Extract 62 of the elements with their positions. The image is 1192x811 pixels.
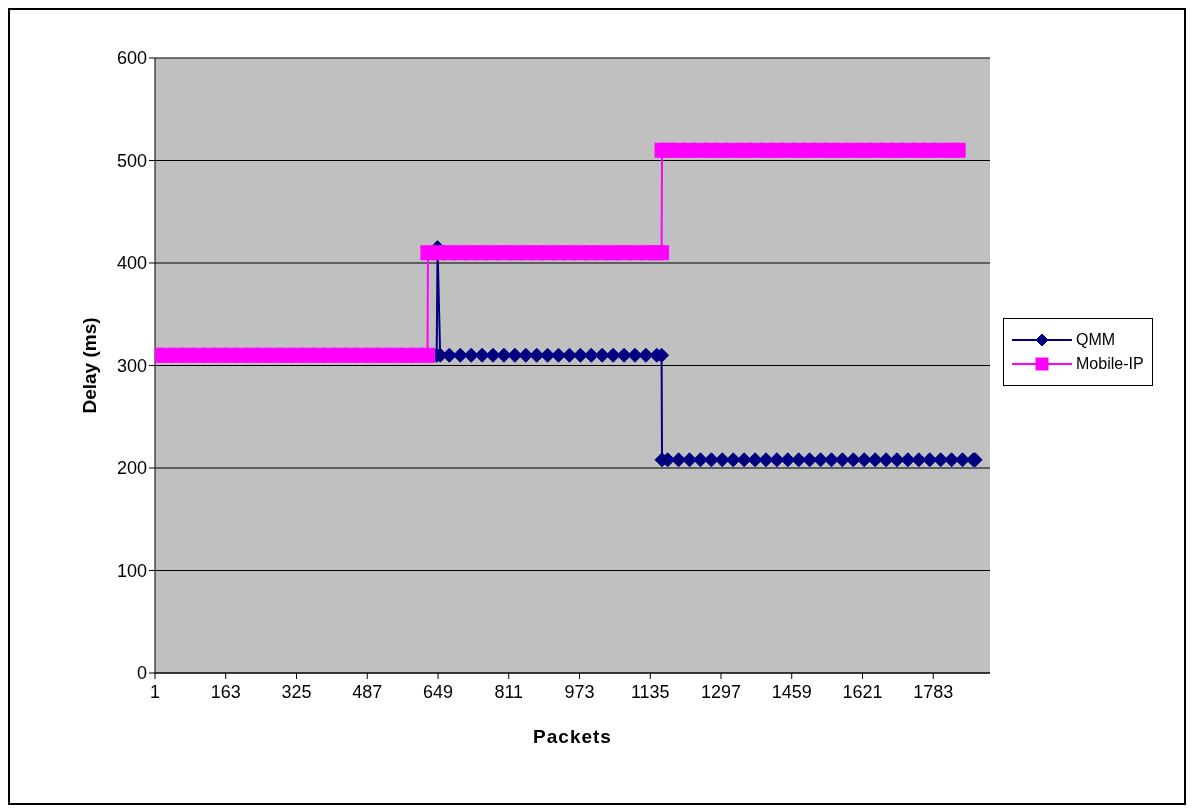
x-tick-label: 325 — [281, 681, 312, 702]
point — [845, 452, 861, 468]
point — [780, 452, 796, 468]
point — [627, 347, 643, 363]
y-tick-label: 300 — [116, 355, 147, 376]
point — [747, 452, 763, 468]
point — [889, 452, 905, 468]
point — [823, 452, 839, 468]
y-axis-title: Delay (ms) — [78, 317, 100, 414]
point — [791, 452, 807, 468]
point — [616, 347, 632, 363]
legend-label: QMM — [1076, 331, 1116, 349]
point — [867, 452, 883, 468]
point — [703, 452, 719, 468]
x-tick-label: 1621 — [842, 681, 883, 702]
point — [463, 347, 479, 363]
point — [900, 452, 916, 468]
point — [725, 452, 741, 468]
point — [911, 452, 927, 468]
point — [474, 347, 490, 363]
point — [769, 452, 785, 468]
point — [878, 452, 894, 468]
y-tick-label: 200 — [116, 458, 147, 479]
y-tick-label: 500 — [116, 150, 147, 171]
point — [529, 347, 545, 363]
point — [834, 452, 850, 468]
point — [605, 347, 621, 363]
point — [944, 452, 960, 468]
x-tick-label: 1 — [149, 681, 161, 702]
legend-label: Mobile-IP — [1076, 355, 1144, 373]
point — [856, 452, 872, 468]
x-axis-title: Packets — [533, 726, 612, 747]
x-tick-label: 811 — [494, 681, 524, 702]
point — [594, 347, 610, 363]
x-tick-label: 1297 — [700, 681, 742, 702]
point — [813, 452, 829, 468]
x-tick-label: 649 — [422, 681, 454, 702]
point — [922, 452, 938, 468]
point — [954, 452, 970, 468]
point — [507, 347, 523, 363]
x-tick-label: 487 — [352, 681, 383, 702]
point — [485, 347, 501, 363]
point — [714, 452, 730, 468]
point — [802, 452, 818, 468]
point — [736, 452, 752, 468]
x-tick-label: 163 — [210, 681, 241, 702]
point — [933, 452, 949, 468]
x-tick-label: 1135 — [630, 681, 670, 702]
point — [583, 347, 599, 363]
point — [692, 452, 708, 468]
point — [638, 347, 654, 363]
x-tick-label: 1459 — [771, 681, 812, 702]
y-tick-label: 0 — [136, 663, 147, 684]
point — [518, 347, 534, 363]
x-tick-label: 1783 — [913, 681, 954, 702]
point — [496, 347, 512, 363]
y-tick-label: 600 — [116, 48, 147, 69]
y-tick-label: 100 — [116, 560, 147, 581]
point — [758, 452, 774, 468]
y-tick-label: 400 — [116, 253, 147, 274]
x-tick-label: 973 — [564, 681, 595, 702]
point — [671, 452, 687, 468]
